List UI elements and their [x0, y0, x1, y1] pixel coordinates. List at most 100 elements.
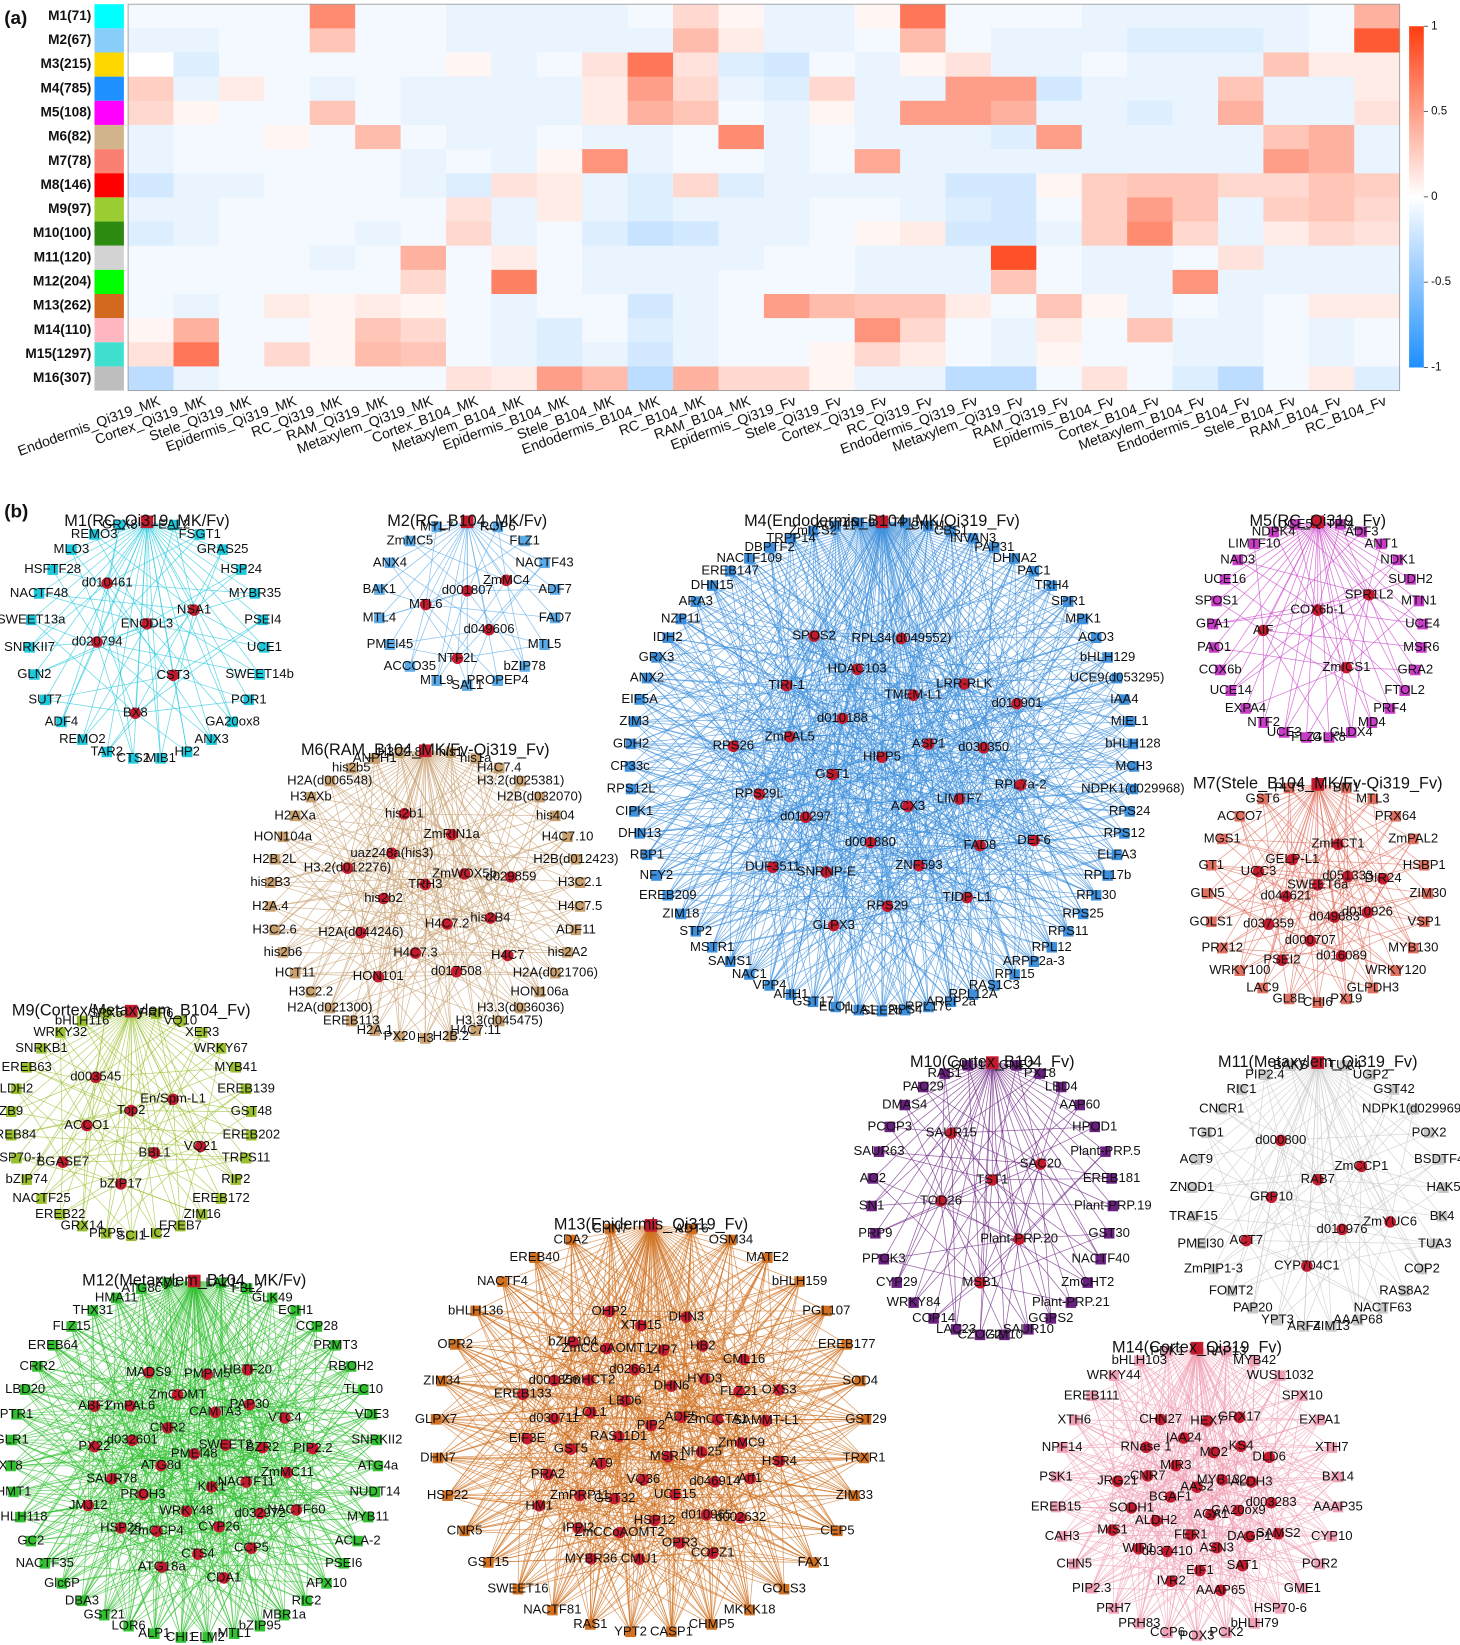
gene-label: LBD20: [5, 1381, 45, 1396]
gene-label: EREB172: [192, 1190, 250, 1205]
network-edge: [833, 721, 1130, 926]
heatmap-cell: [355, 245, 401, 271]
heatmap-cell: [990, 4, 1037, 29]
hub-gene-node: [1377, 872, 1389, 885]
gene-node: [923, 1001, 934, 1013]
gene-node: [1390, 811, 1401, 822]
network-edge: [1382, 864, 1425, 880]
gene-label: OPR2: [437, 1336, 473, 1351]
gene-label: HP2: [174, 743, 200, 758]
heatmap-cell: [627, 269, 674, 295]
heatmap-cell: [990, 149, 1037, 174]
heatmap-cell: [1218, 245, 1264, 271]
gene-label: TPI4: [1326, 516, 1354, 531]
network-edge: [1337, 843, 1425, 866]
network-edge: [749, 798, 960, 975]
heatmap-cell: [536, 149, 583, 174]
heatmap-cell: [1172, 221, 1219, 247]
network-edge: [656, 635, 815, 658]
gene-label: MTL5: [528, 636, 562, 651]
gene-label: RPS4: [888, 1002, 922, 1017]
gene-label: MKKK18: [724, 1602, 776, 1617]
network-edge: [270, 750, 426, 884]
hub-gene-node: [1311, 604, 1324, 616]
hub-gene-node: [826, 768, 839, 781]
row-label: M11(120): [34, 249, 92, 264]
heatmap-cell: [945, 318, 992, 343]
gene-label: EIF5A: [621, 691, 658, 706]
network-edge: [424, 780, 521, 885]
gene-node: [876, 1005, 888, 1017]
network-edge: [1317, 916, 1335, 1003]
gene-label: NACTF109: [717, 550, 783, 565]
network-edge: [983, 699, 1125, 749]
gene-label: GT1: [1199, 857, 1225, 872]
module-color-swatch: [94, 52, 124, 77]
gene-label: APX10: [306, 1575, 347, 1590]
network-edge: [451, 834, 477, 1031]
heatmap-cell: [1308, 4, 1355, 29]
gene-label: NACTF35: [16, 1555, 74, 1570]
network-edge: [389, 521, 468, 564]
gene-node: [243, 694, 255, 706]
heatmap-cell: [1263, 318, 1310, 343]
network-edge: [135, 712, 188, 753]
network-edge: [1346, 543, 1382, 668]
network-edge: [1288, 955, 1342, 1000]
gene-label: SPR1: [1051, 593, 1085, 608]
network-edge: [391, 853, 540, 993]
gene-label: GST30: [1088, 1225, 1130, 1240]
gene-label: FAX1: [798, 1554, 830, 1569]
network-edge: [748, 558, 774, 868]
heatmap-cell: [536, 269, 583, 295]
gene-label: GST17: [792, 993, 834, 1008]
heatmap-cell: [945, 52, 992, 78]
gene-node: [493, 1015, 505, 1027]
network-edge: [733, 745, 1125, 834]
hub-gene-label: d051333: [1322, 868, 1373, 883]
gene-node: [651, 870, 662, 881]
gene-label: PSEI6: [325, 1555, 362, 1570]
heatmap-cell: [945, 294, 992, 319]
network: PRP6VQ10XER3WRKY67MYB41EREB139GST48EREB2…: [0, 1001, 280, 1242]
network-edge: [1020, 784, 1084, 915]
network-edge: [329, 955, 508, 1009]
gene-node: [764, 542, 775, 553]
network-edge: [680, 618, 827, 873]
network-edge: [856, 669, 1035, 962]
hub-gene-label: ZmMC4: [483, 572, 530, 587]
heatmap-cell: [400, 76, 447, 102]
network-edge: [634, 521, 883, 722]
network-edge: [351, 767, 512, 878]
colorbar: [1409, 26, 1424, 368]
gene-node: [1257, 793, 1268, 805]
network-edge: [34, 609, 195, 675]
network-edge: [769, 547, 835, 926]
network-edge: [695, 703, 1018, 932]
gene-label: GME1: [1284, 1580, 1321, 1595]
gene-label: WRKY100: [1209, 962, 1270, 977]
heatmap-cell: [264, 245, 311, 271]
hub-gene-label: BZR2: [246, 1439, 280, 1454]
gene-label: bHLH129: [1080, 649, 1135, 664]
gene-node: [625, 783, 637, 795]
network-edge: [294, 815, 384, 899]
network-edge: [881, 703, 1018, 1012]
network-edge: [772, 531, 814, 868]
gene-label: CYP29: [876, 1274, 918, 1289]
gene-node: [662, 890, 673, 901]
hub-gene-label: ATG8d: [141, 1457, 182, 1472]
gene-label: H4C7.10: [542, 828, 594, 843]
network-edge: [270, 876, 511, 884]
heatmap-cell: [945, 366, 992, 392]
gene-label: H3: [417, 1030, 434, 1045]
network-edge: [749, 638, 902, 975]
heatmap-cell: [1172, 76, 1219, 102]
network-edge: [812, 840, 1035, 1003]
network-edge: [350, 767, 393, 854]
gene-label: PX19: [1330, 990, 1362, 1005]
heatmap-cell: [1354, 100, 1401, 126]
gene-label: PRX64: [1375, 808, 1417, 823]
heatmap-cell: [218, 269, 265, 295]
gene-label: bHLH159: [772, 1273, 827, 1288]
